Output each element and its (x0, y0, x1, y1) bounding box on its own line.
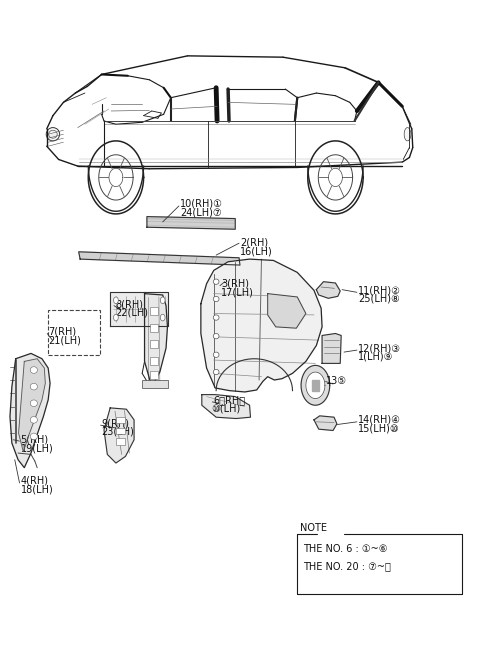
Polygon shape (314, 416, 337, 430)
Polygon shape (110, 292, 168, 325)
Text: NOTE: NOTE (300, 524, 327, 534)
Polygon shape (79, 252, 240, 265)
Text: 8(RH): 8(RH) (115, 299, 143, 309)
Text: 22(LH): 22(LH) (115, 308, 148, 318)
Ellipse shape (30, 433, 37, 440)
Text: 6（RH）: 6（RH） (214, 395, 246, 405)
Polygon shape (201, 259, 322, 392)
Polygon shape (202, 395, 251, 418)
Circle shape (114, 297, 118, 303)
Text: 1(LH)⑨: 1(LH)⑨ (359, 352, 394, 362)
Bar (150, 372, 158, 380)
Text: 24(LH)⑦: 24(LH)⑦ (180, 207, 222, 217)
Bar (150, 357, 158, 365)
Text: 12(RH)③: 12(RH)③ (359, 343, 401, 353)
Text: 3(RH): 3(RH) (221, 279, 249, 289)
Polygon shape (306, 372, 325, 399)
Text: 13⑤: 13⑤ (326, 376, 347, 386)
Circle shape (160, 314, 165, 321)
Ellipse shape (213, 352, 219, 358)
Bar (150, 323, 158, 331)
Bar (142, 380, 168, 388)
Text: 9(RH): 9(RH) (102, 418, 130, 428)
Bar (116, 416, 125, 423)
Text: 11(RH)②: 11(RH)② (359, 285, 401, 295)
Polygon shape (316, 281, 340, 298)
Text: 2(RH): 2(RH) (240, 237, 268, 247)
Ellipse shape (213, 370, 219, 375)
Text: 25(LH)⑧: 25(LH)⑧ (359, 294, 400, 304)
Ellipse shape (48, 130, 57, 138)
Text: 7(RH): 7(RH) (48, 327, 76, 337)
Polygon shape (19, 359, 45, 452)
Text: 17(LH): 17(LH) (221, 287, 254, 297)
Text: 16(LH): 16(LH) (240, 246, 273, 256)
Ellipse shape (213, 334, 219, 339)
Polygon shape (301, 366, 330, 406)
Bar (116, 438, 125, 445)
Text: 5(RH): 5(RH) (21, 435, 48, 445)
Text: 4(RH): 4(RH) (21, 476, 48, 486)
Ellipse shape (213, 315, 219, 320)
Ellipse shape (404, 127, 411, 141)
Text: ⑩(LH): ⑩(LH) (211, 404, 240, 414)
Text: 15(LH)⑩: 15(LH)⑩ (359, 424, 400, 434)
Ellipse shape (30, 384, 37, 390)
Bar (150, 307, 158, 315)
Ellipse shape (30, 400, 37, 407)
Text: 21(LH): 21(LH) (48, 335, 81, 345)
Circle shape (114, 314, 118, 321)
Text: THE NO. 20 : ⑦~⑪: THE NO. 20 : ⑦~⑪ (303, 561, 391, 571)
Ellipse shape (213, 279, 219, 284)
Polygon shape (144, 293, 168, 387)
Text: 18(LH): 18(LH) (21, 485, 53, 495)
Polygon shape (268, 293, 306, 328)
Ellipse shape (46, 127, 60, 141)
Text: 23(LH): 23(LH) (102, 427, 134, 437)
Ellipse shape (213, 296, 219, 301)
Text: 19(LH): 19(LH) (21, 444, 53, 454)
Text: 10(RH)①: 10(RH)① (180, 199, 223, 209)
Polygon shape (312, 380, 319, 391)
Ellipse shape (30, 367, 37, 374)
Polygon shape (322, 334, 341, 364)
Polygon shape (147, 217, 235, 229)
Text: 14(RH)④: 14(RH)④ (359, 415, 401, 425)
Polygon shape (104, 408, 134, 463)
Text: THE NO. 6 : ①~⑥: THE NO. 6 : ①~⑥ (303, 544, 387, 554)
Bar (150, 340, 158, 348)
Polygon shape (10, 354, 50, 468)
Bar (116, 428, 125, 434)
Circle shape (160, 297, 165, 303)
Ellipse shape (30, 416, 37, 423)
